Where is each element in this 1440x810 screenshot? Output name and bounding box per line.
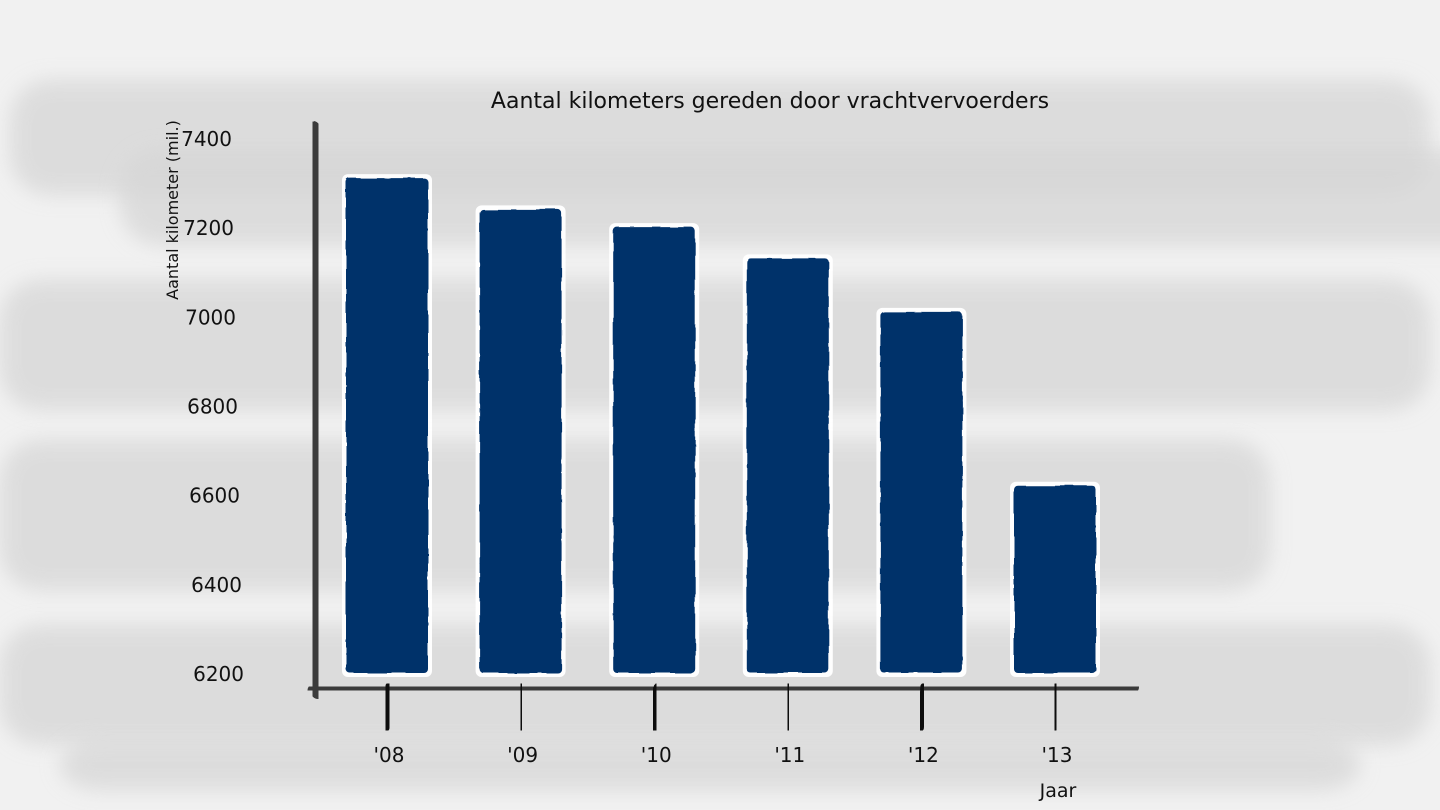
y-tick-label: 6200 [193, 662, 244, 686]
bar [613, 227, 696, 673]
chart-title: Aantal kilometers gereden door vrachtver… [491, 89, 1049, 114]
x-tick-mark [382, 682, 393, 732]
x-tick-label: '11 [774, 743, 805, 767]
gridlines [316, 136, 1120, 675]
brush-stroke [0, 280, 1430, 410]
brush-stroke [120, 150, 1440, 245]
x-axis-line [307, 680, 1139, 697]
y-tick-label: 6800 [187, 395, 238, 419]
x-tick-label: '08 [374, 743, 405, 767]
x-tick-mark [649, 682, 660, 732]
x-tick-label: '13 [1042, 743, 1073, 767]
bar [746, 258, 829, 673]
bar [479, 209, 562, 674]
x-tick-mark [1051, 682, 1060, 732]
x-tick-label: '12 [908, 743, 939, 767]
brush-stroke [60, 740, 1360, 790]
x-axis-label: Jaar [1039, 780, 1077, 802]
y-axis-label: Aantal kilometer (mil.) [163, 120, 182, 300]
y-tick-label: 7000 [185, 305, 236, 329]
x-tick-mark [517, 682, 526, 732]
y-tick-label: 6600 [189, 484, 240, 508]
axes [306, 121, 1139, 699]
x-ticks: '08 '09 '10 '11 '12 '13 [374, 682, 1073, 767]
y-axis-line [306, 121, 325, 699]
y-ticks: 6200 6400 6600 6800 7000 7200 7400 [181, 127, 324, 686]
bar [346, 178, 428, 673]
x-tick-mark [784, 682, 793, 732]
x-tick-label: '10 [641, 743, 672, 767]
x-tick-label: '09 [507, 743, 538, 767]
bars [342, 174, 1100, 678]
bar [1014, 485, 1096, 673]
x-tick-mark [916, 682, 927, 732]
y-tick-label: 7200 [183, 216, 234, 240]
y-tick-label: 6400 [191, 573, 242, 597]
bar [880, 311, 963, 673]
y-tick-label: 7400 [181, 127, 232, 151]
